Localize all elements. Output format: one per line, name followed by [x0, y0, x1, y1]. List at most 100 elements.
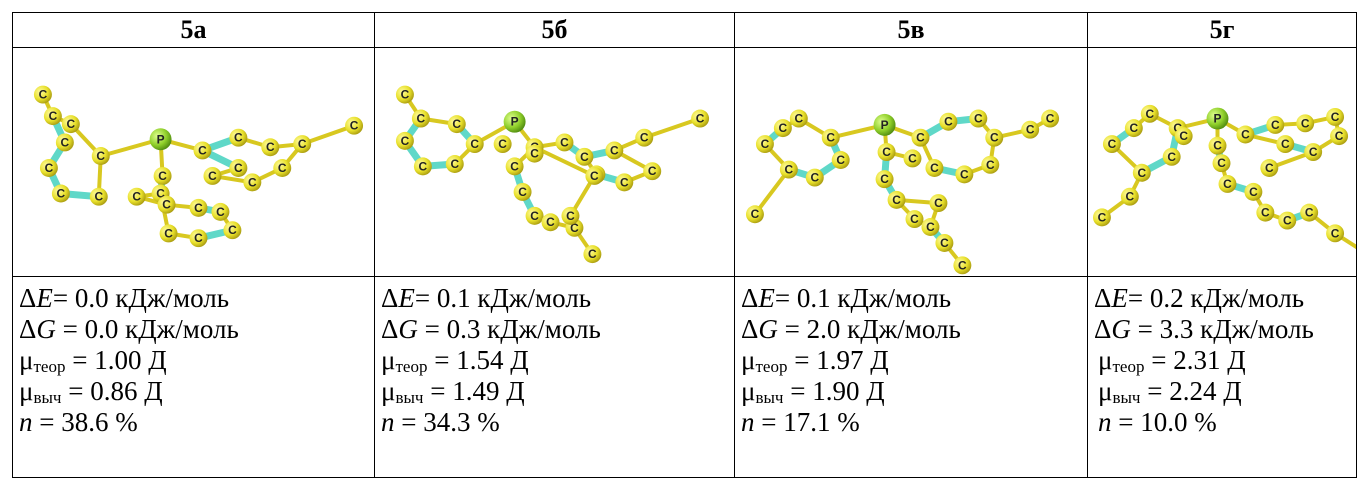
- carbon-atom: C: [1021, 120, 1040, 139]
- carbon-atom: C: [395, 131, 414, 150]
- phosphorus-atom: P: [503, 110, 526, 133]
- phosphorus-label: P: [511, 115, 519, 129]
- carbon-label: C: [158, 169, 167, 183]
- carbon-label: C: [826, 131, 835, 145]
- carbon-ball: [541, 213, 560, 232]
- carbon-label: C: [882, 145, 891, 159]
- carbon-label: C: [916, 131, 925, 145]
- single-bond: [752, 167, 791, 217]
- carbon-atom: C: [981, 155, 1000, 174]
- carbon-label: C: [620, 175, 629, 189]
- carbon-ball: [583, 245, 602, 264]
- carbon-label: C: [960, 167, 969, 181]
- carbon-label: C: [248, 175, 257, 189]
- carbon-atom: C: [985, 128, 1004, 147]
- carbon-label: C: [39, 88, 48, 102]
- carbon-ball: [61, 115, 80, 134]
- carbon-label: C: [164, 226, 173, 240]
- carbon-ball: [189, 198, 208, 217]
- phosphorus-label: P: [157, 132, 165, 146]
- carbon-atom: C: [1300, 203, 1319, 222]
- carbon-atom: C: [935, 233, 954, 252]
- carbon-atom: C: [445, 155, 464, 173]
- carbon-atom: C: [1041, 109, 1060, 128]
- carbon-atom: C: [1236, 125, 1255, 144]
- carbon-label: C: [518, 185, 527, 199]
- carbon-label: C: [1241, 128, 1250, 142]
- carbon-ball: [1326, 224, 1345, 243]
- phosphorus-ball: [149, 128, 172, 151]
- carbon-ball: [1124, 119, 1143, 138]
- carbon-ball: [293, 135, 312, 154]
- carbon-atom: C: [605, 141, 624, 160]
- carbon-label: C: [350, 119, 359, 133]
- carbon-ball: [555, 133, 574, 152]
- carbon-ball: [755, 135, 774, 154]
- carbon-ball: [1041, 109, 1060, 128]
- carbon-atom: C: [541, 213, 560, 232]
- carbon-label: C: [940, 236, 949, 250]
- carbon-label: C: [610, 143, 619, 157]
- carbon-ball: [411, 109, 430, 128]
- carbon-label: C: [1309, 145, 1318, 159]
- carbon-ball: [91, 147, 110, 165]
- carbon-atom: C: [1092, 208, 1111, 227]
- carbon-ball: [773, 119, 792, 138]
- carbon-atom: C: [821, 128, 840, 147]
- carbon-label: C: [570, 221, 579, 235]
- carbon-ball: [1132, 163, 1151, 182]
- carbon-ball: [605, 141, 624, 160]
- carbon-label: C: [910, 212, 919, 226]
- carbon-label: C: [194, 231, 203, 245]
- header-5b: 5б: [374, 12, 735, 48]
- carbon-label: C: [836, 153, 845, 167]
- carbon-label: C: [194, 201, 203, 215]
- single-bond: [300, 123, 357, 147]
- carbon-atom: C: [1326, 224, 1345, 243]
- carbon-atom: C: [1218, 174, 1237, 193]
- population-line: n = 34.3 %: [381, 407, 500, 437]
- carbon-label: C: [1249, 185, 1258, 199]
- carbon-label: C: [648, 164, 657, 178]
- carbon-label: C: [298, 137, 307, 151]
- carbon-atom: C: [223, 221, 242, 240]
- carbon-atom: C: [953, 256, 972, 275]
- phosphorus-atom: P: [1206, 107, 1229, 130]
- properties-5b: ΔE= 0.1 кДж/моль ΔG = 0.3 кДж/моль μтеор…: [374, 276, 735, 478]
- carbon-label: C: [892, 193, 901, 207]
- carbon-ball: [273, 159, 292, 177]
- carbon-label: C: [57, 187, 66, 201]
- carbon-label: C: [785, 163, 794, 177]
- carbon-ball: [745, 205, 764, 224]
- carbon-label: C: [1335, 129, 1344, 143]
- carbon-atom: C: [1244, 182, 1263, 201]
- carbon-ball: [395, 131, 414, 150]
- carbon-label: C: [198, 143, 207, 157]
- carbon-label: C: [530, 147, 539, 161]
- carbon-label: C: [974, 112, 983, 126]
- carbon-atom: C: [905, 210, 924, 229]
- carbon-atom: C: [1102, 135, 1121, 154]
- header-5g: 5г: [1087, 12, 1357, 48]
- carbon-label: C: [470, 137, 479, 151]
- carbon-atom: C: [157, 195, 176, 214]
- carbon-label: C: [1179, 129, 1188, 143]
- carbon-ball: [1276, 135, 1295, 154]
- carbon-ball: [493, 135, 512, 154]
- carbon-ball: [981, 155, 1000, 174]
- carbon-label: C: [1098, 210, 1107, 224]
- carbon-ball: [1021, 120, 1040, 139]
- carbon-ball: [261, 138, 280, 157]
- carbon-ball: [51, 184, 70, 203]
- carbon-atom: C: [1278, 211, 1297, 230]
- carbon-label: C: [779, 121, 788, 135]
- carbon-atom: C: [1132, 163, 1151, 182]
- carbon-ball: [575, 147, 594, 166]
- carbon-atom: C: [955, 165, 974, 184]
- carbon-label: C: [67, 117, 76, 131]
- carbon-label: C: [908, 151, 917, 165]
- carbon-label: C: [1331, 226, 1340, 240]
- carbon-atom: C: [189, 229, 208, 248]
